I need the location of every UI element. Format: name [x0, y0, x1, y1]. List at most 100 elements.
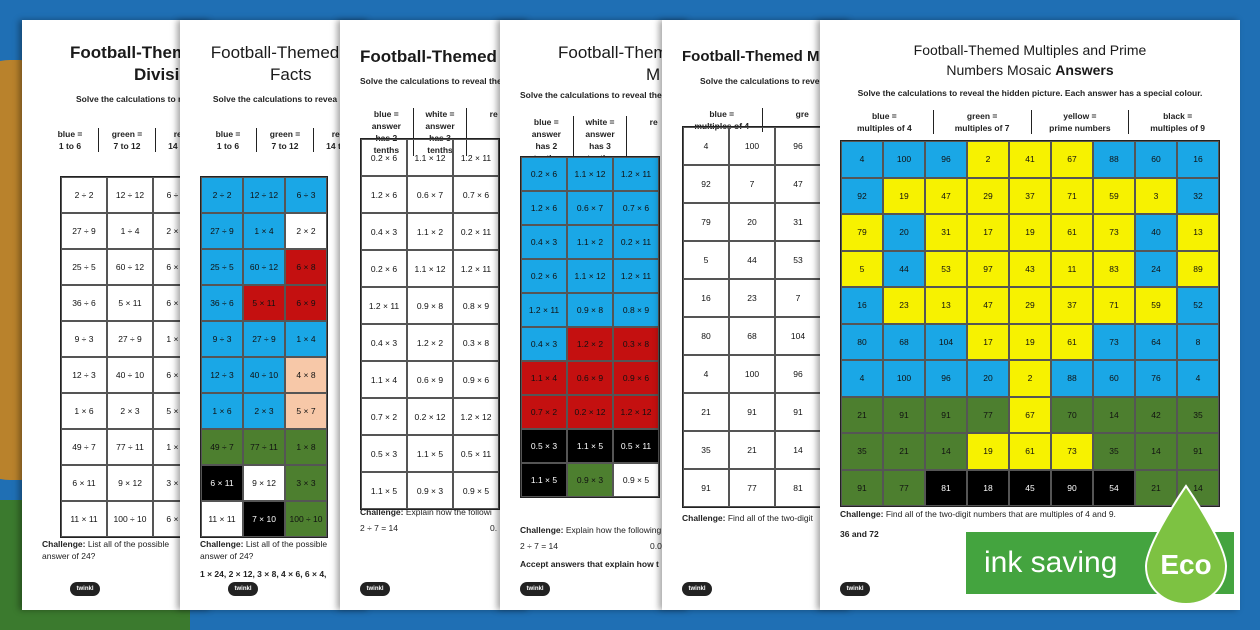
grid-cell: 9 ÷ 3: [61, 321, 107, 357]
grid-cell: 0.3 × 8: [453, 324, 499, 361]
grid-cell: 16: [1177, 141, 1219, 178]
grid-cell: 0.2 × 6: [361, 250, 407, 287]
challenge-question: List all of the possible: [87, 539, 170, 549]
grid-cell: 0.3 × 8: [613, 327, 659, 361]
grid-cell: 1.1 × 2: [567, 225, 613, 259]
grid-cell: 0.4 × 3: [521, 225, 567, 259]
grid-cell: 1.1 × 4: [361, 361, 407, 398]
grid-cell: 1.2 × 11: [453, 139, 499, 176]
challenge-question-line2: answer of 24?: [42, 551, 96, 561]
grid-cell: 4: [1177, 360, 1219, 397]
grid-cell: 47: [775, 165, 821, 203]
eco-badge: Eco: [1160, 549, 1211, 580]
grid-cell: 5 × 11: [243, 285, 285, 321]
sheet-title: Football-Themed: [360, 47, 497, 66]
grid-cell: 36 ÷ 6: [61, 285, 107, 321]
challenge-question: Explain how the following: [565, 525, 662, 535]
grid-cell: 1.2 × 11: [613, 259, 659, 293]
worked-example-2: 0.: [490, 523, 498, 533]
grid-cell: 1.2 × 11: [521, 293, 567, 327]
grid-cell: 8: [1177, 323, 1219, 360]
instructions: Solve the calculations to reveal the: [520, 90, 662, 100]
worked-example: 2 ÷ 7 = 14: [520, 541, 558, 551]
grid-cell: 0.6 × 7: [567, 191, 613, 225]
grid-cell: 40 ÷ 10: [107, 357, 153, 393]
grid-cell: 91: [925, 396, 967, 433]
grid-cell: 88: [1093, 141, 1135, 178]
challenge-text: Challenge: List all of the possible answe…: [42, 538, 212, 562]
grid-cell: 100: [883, 141, 925, 178]
grid-cell: 14: [775, 431, 821, 469]
instructions: Solve the calculations to reveal: [76, 94, 203, 104]
grid-cell: 100: [729, 355, 775, 393]
twinkl-logo: twinkl: [360, 582, 390, 596]
grid-cell: 2: [967, 141, 1009, 178]
grid-cell: 0.6 × 9: [567, 361, 613, 395]
grid-cell: 0.6 × 9: [407, 361, 453, 398]
grid-cell: 1.1 × 12: [407, 139, 453, 176]
colour-key-item: re: [649, 117, 658, 127]
grid-cell: 23: [883, 287, 925, 324]
sheet-title: Football-Themed Mu: [682, 48, 829, 65]
challenge-label: Challenge:: [682, 513, 728, 523]
grid-cell: 79: [841, 214, 883, 251]
grid-cell: 27 ÷ 9: [201, 213, 243, 249]
grid-cell: 16: [841, 287, 883, 324]
grid-cell: 0.5 × 3: [521, 429, 567, 463]
grid-cell: 14: [925, 433, 967, 470]
grid-cell: 60: [1093, 360, 1135, 397]
grid-cell: 35: [1177, 396, 1219, 433]
mosaic-grid: 0.2 × 6 1.1 × 12 1.2 × 11 1.2 × 6 0.6 × 7 0.7…: [360, 138, 500, 510]
grid-cell: 1.1 × 12: [407, 250, 453, 287]
grid-cell: 31: [775, 203, 821, 241]
grid-cell: 41: [1009, 141, 1051, 178]
grid-cell: 20: [967, 360, 1009, 397]
grid-cell: 23: [729, 279, 775, 317]
grid-cell: 2 × 2: [285, 213, 327, 249]
grid-cell: 40: [1135, 214, 1177, 251]
grid-cell: 47: [925, 177, 967, 214]
colour-key-item: green = 7 to 12: [99, 128, 156, 152]
grid-cell: 13: [925, 287, 967, 324]
grid-cell: 6 × 8: [285, 249, 327, 285]
worksheet-decimals: Football-Themed Solve the calculations t…: [340, 20, 530, 610]
grid-cell: 88: [1051, 360, 1093, 397]
grid-cell: 44: [729, 241, 775, 279]
grid-cell: 0.9 × 3: [407, 472, 453, 509]
grid-cell: 11 × 11: [201, 501, 243, 537]
grid-cell: 12 ÷ 3: [201, 357, 243, 393]
grid-cell: 68: [729, 317, 775, 355]
twinkl-logo: twinkl: [70, 582, 100, 596]
grid-cell: 1 ÷ 4: [107, 213, 153, 249]
grid-cell: 64: [1135, 323, 1177, 360]
worksheet-mosaic-answers: Football-Themed Multiples and Prime Numb…: [820, 20, 1240, 610]
grid-cell: 9 × 12: [243, 465, 285, 501]
grid-cell: 1.2 × 6: [361, 176, 407, 213]
challenge-question-line2: answer of 24?: [200, 551, 254, 561]
grid-cell: 0.9 × 5: [613, 463, 659, 497]
grid-cell: 37: [1051, 287, 1093, 324]
grid-cell: 61: [1051, 214, 1093, 251]
grid-cell: 45: [1009, 469, 1051, 506]
grid-cell: 6 × 11: [61, 465, 107, 501]
grid-cell: 1.2 × 11: [453, 250, 499, 287]
grid-cell: 31: [925, 214, 967, 251]
grid-cell: 24: [1135, 250, 1177, 287]
grid-cell: 104: [925, 323, 967, 360]
challenge-question: Explain how the followi: [405, 507, 492, 517]
grid-cell: 7 × 10: [243, 501, 285, 537]
grid-cell: 37: [1009, 177, 1051, 214]
grid-cell: 18: [967, 469, 1009, 506]
grid-cell: 13: [1177, 214, 1219, 251]
grid-cell: 0.5 × 11: [613, 429, 659, 463]
grid-cell: 0.6 × 7: [407, 176, 453, 213]
grid-cell: 49 ÷ 7: [61, 429, 107, 465]
grid-cell: 20: [729, 203, 775, 241]
grid-cell: 73: [1093, 214, 1135, 251]
grid-cell: 92: [841, 177, 883, 214]
grid-cell: 1.1 × 12: [567, 157, 613, 191]
colour-key-item: black = multiples of 9: [1150, 111, 1206, 133]
sheet-title: Football-Themed Multiples and Prime: [913, 42, 1147, 58]
grid-cell: 35: [1093, 433, 1135, 470]
grid-cell: 0.9 × 8: [407, 287, 453, 324]
